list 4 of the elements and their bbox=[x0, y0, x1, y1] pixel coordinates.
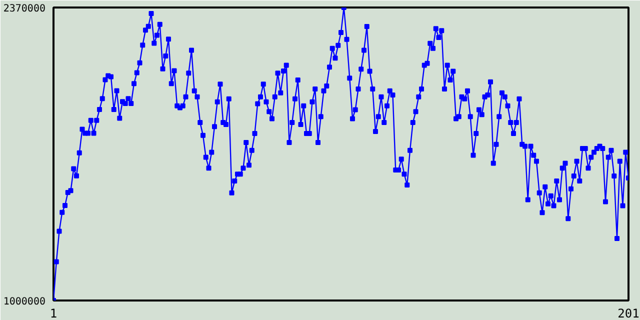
x-tick-label: 201 bbox=[618, 306, 640, 320]
x-tick-label: 1 bbox=[50, 306, 58, 320]
y-tick-label: 2370000 bbox=[3, 4, 46, 14]
y-tick-label: 1000000 bbox=[3, 296, 46, 308]
